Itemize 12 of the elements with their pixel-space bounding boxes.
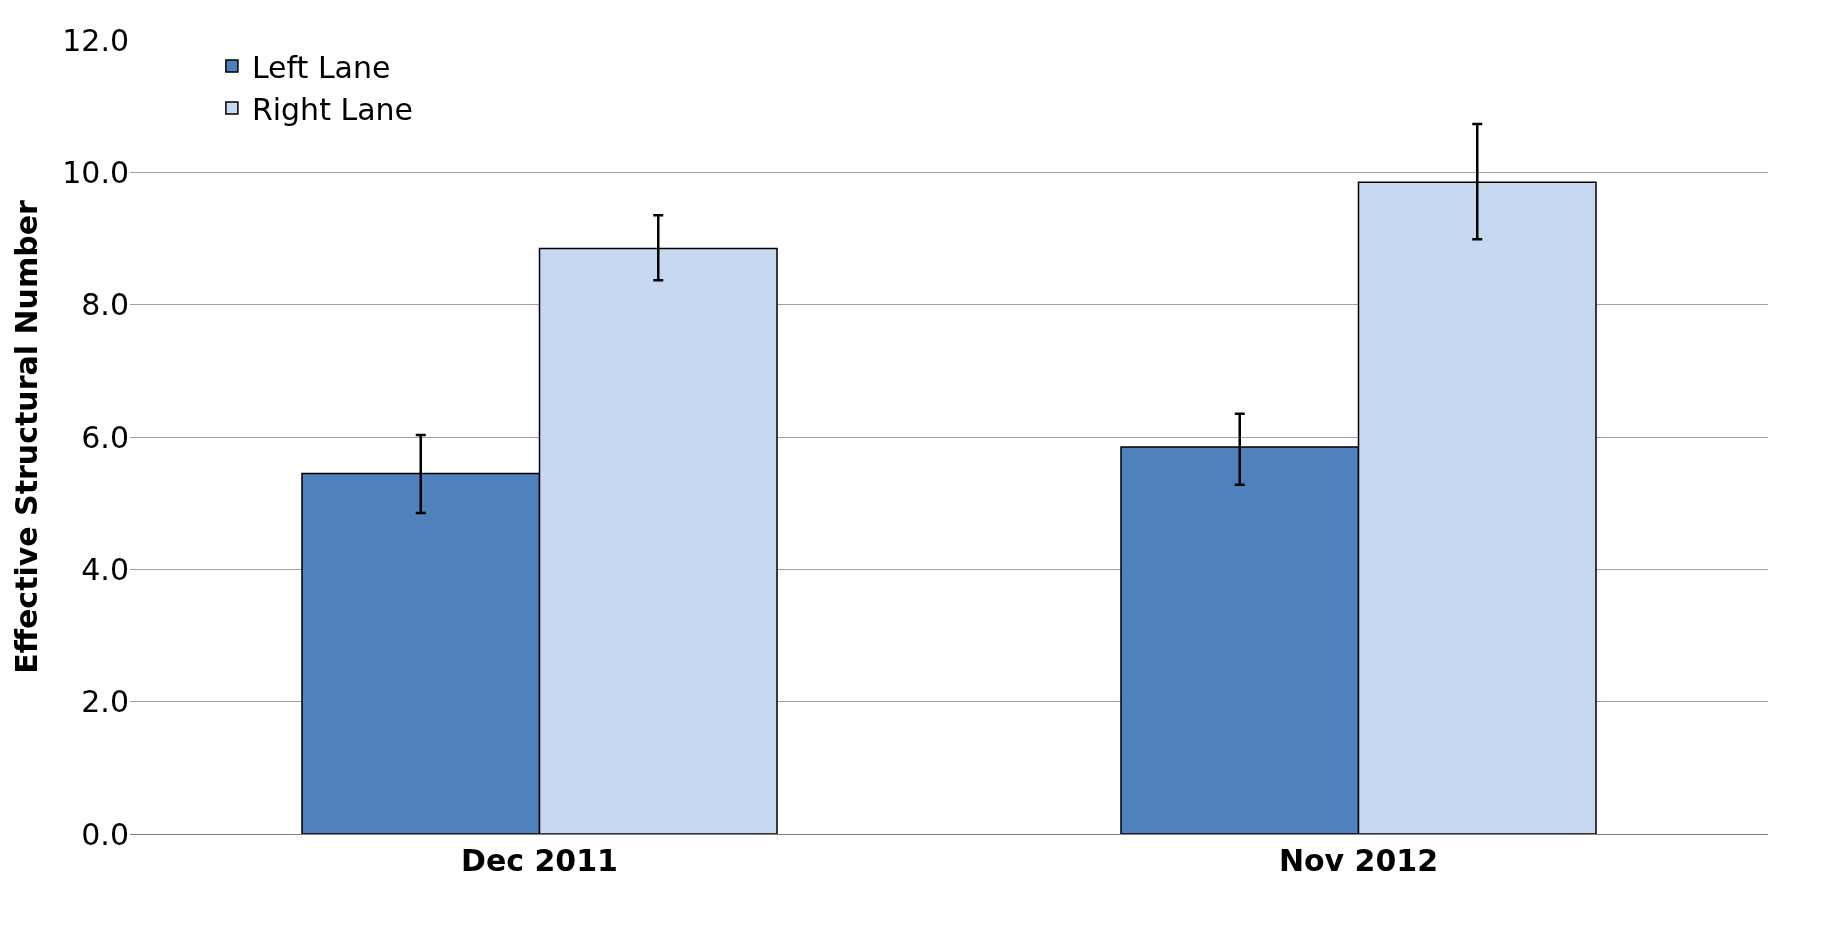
y-tick-label: 4.0: [81, 551, 129, 587]
legend-label: Left Lane: [251, 49, 391, 85]
y-tick-label: 0.0: [81, 816, 129, 852]
y-tick-label: 12.0: [62, 22, 129, 58]
y-tick-label: 2.0: [81, 684, 129, 720]
y-tick-label: 8.0: [81, 287, 129, 323]
x-tick-label: Dec 2011: [461, 843, 618, 878]
y-axis-title: Effective Structural Number: [9, 200, 45, 674]
x-tick-label: Nov 2012: [1278, 843, 1439, 878]
y-tick-label: 10.0: [62, 154, 129, 190]
legend-label: Right Lane: [251, 91, 414, 127]
y-tick-label: 6.0: [81, 419, 129, 455]
